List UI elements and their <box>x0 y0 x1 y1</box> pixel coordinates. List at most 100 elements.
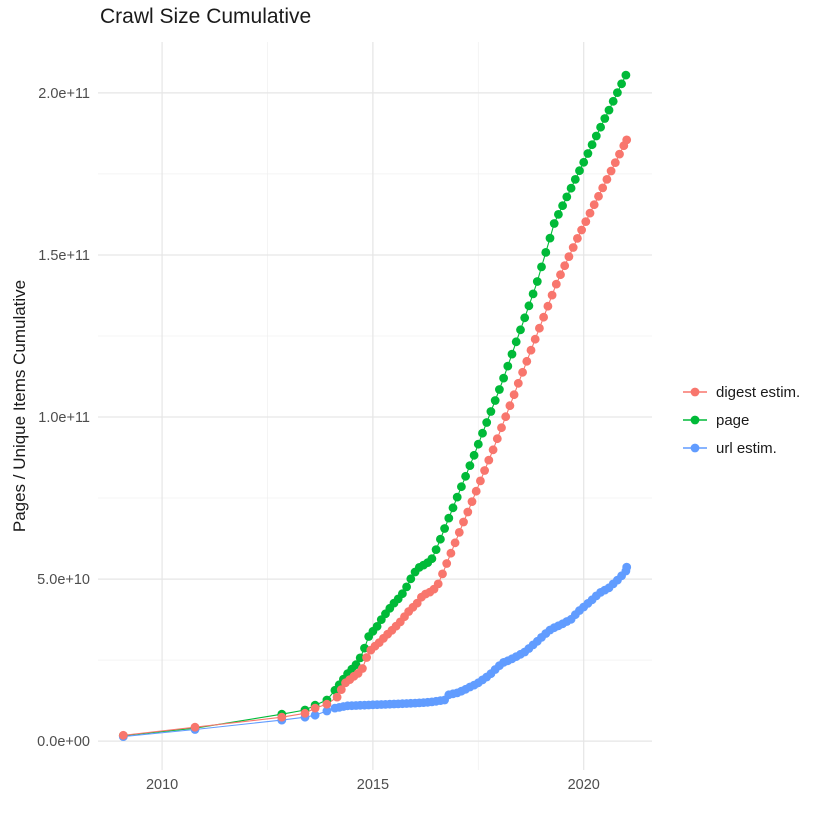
data-point-page <box>575 166 584 176</box>
data-point-digest-estim <box>501 412 511 422</box>
data-point-digest-estim <box>442 559 452 568</box>
data-point-page <box>452 492 462 502</box>
legend-item-digest-estim: digest estim. <box>683 384 800 401</box>
data-point-page <box>570 175 580 184</box>
legend-label: digest estim. <box>716 384 800 401</box>
data-point-page <box>482 418 492 427</box>
y-axis-labels: 0.0e+00 5.0e+10 1.0e+11 1.5e+11 2.0e+11 <box>37 86 90 750</box>
data-point-page <box>558 201 567 211</box>
y-tick-label: 5.0e+10 <box>37 572 90 588</box>
data-point-page <box>372 622 382 631</box>
data-point-page <box>566 183 576 193</box>
data-point-digest-estim <box>277 712 287 722</box>
legend-label: page <box>716 412 749 429</box>
data-point-page <box>613 88 622 97</box>
data-point-digest-estim <box>551 279 561 289</box>
data-point-digest-estim <box>497 423 506 433</box>
data-point-page <box>486 407 496 416</box>
data-point-page <box>549 219 559 228</box>
data-point-digest-estim <box>488 445 498 455</box>
data-point-digest-estim <box>622 135 632 145</box>
data-point-page <box>473 439 483 449</box>
data-point-page <box>591 131 601 141</box>
data-point-digest-estim <box>459 517 468 527</box>
data-point-page <box>444 513 454 523</box>
data-point-digest-estim <box>598 183 608 193</box>
data-point-digest-estim <box>594 191 603 201</box>
data-point-digest-estim <box>190 722 200 732</box>
data-point-digest-estim <box>535 323 544 333</box>
data-point-page <box>351 660 361 670</box>
chart-title: Crawl Size Cumulative <box>100 5 312 28</box>
legend-key-dot <box>690 443 700 453</box>
legend-key-dot <box>690 387 700 397</box>
data-point-page <box>583 149 593 158</box>
data-point-url-estim <box>322 706 332 716</box>
data-point-digest-estim <box>358 664 367 673</box>
data-point-digest-estim <box>480 466 489 475</box>
data-point-page <box>448 503 458 513</box>
data-point-digest-estim <box>556 270 565 280</box>
data-point-page <box>507 349 517 359</box>
data-point-digest-estim <box>332 692 342 702</box>
series-points-digest-estim <box>118 135 632 740</box>
data-point-digest-estim <box>560 261 570 271</box>
legend-label: url estim. <box>716 440 777 457</box>
legend-item-url-estim: url estim. <box>683 440 777 457</box>
series-line-page <box>123 74 627 737</box>
data-point-page <box>604 105 614 115</box>
series-line-digest-estim <box>123 139 628 736</box>
data-point-page <box>587 140 597 150</box>
legend-key-dot <box>690 415 700 425</box>
y-tick-label: 1.5e+11 <box>38 248 90 264</box>
data-point-page <box>537 262 546 272</box>
data-point-digest-estim <box>433 579 443 589</box>
data-point-digest-estim <box>568 243 578 252</box>
data-point-digest-estim <box>471 486 481 496</box>
data-point-digest-estim <box>539 312 548 322</box>
data-point-page <box>532 277 542 286</box>
data-point-page <box>621 70 631 80</box>
data-point-page <box>545 233 555 243</box>
data-point-digest-estim <box>564 252 574 261</box>
data-point-page <box>503 361 513 371</box>
y-tick-label: 0.0e+00 <box>37 734 90 750</box>
data-point-page <box>461 471 470 481</box>
data-point-digest-estim <box>322 699 332 709</box>
data-point-digest-estim <box>518 367 527 377</box>
gridlines-major <box>98 42 652 770</box>
data-point-digest-estim <box>484 455 494 465</box>
data-point-digest-estim <box>585 208 595 218</box>
data-point-page <box>516 325 525 335</box>
data-point-digest-estim <box>300 708 310 718</box>
data-point-url-estim <box>310 710 320 720</box>
data-point-digest-estim <box>476 476 485 486</box>
data-point-page <box>402 582 411 592</box>
data-point-digest-estim <box>543 301 553 311</box>
data-point-page <box>495 385 504 394</box>
data-point-page <box>406 574 416 584</box>
data-point-page <box>465 461 475 470</box>
data-point-digest-estim <box>577 225 586 235</box>
data-point-digest-estim <box>362 653 371 662</box>
data-point-digest-estim <box>530 334 540 344</box>
data-point-digest-estim <box>492 434 502 444</box>
y-tick-label: 2.0e+11 <box>38 86 90 102</box>
data-point-page <box>520 313 530 323</box>
data-point-page <box>457 482 466 492</box>
y-tick-label: 1.0e+11 <box>38 410 90 426</box>
data-point-page <box>431 545 441 554</box>
gridlines-minor <box>98 42 652 770</box>
data-point-page <box>427 554 437 564</box>
x-tick-label: 2020 <box>568 777 600 793</box>
data-point-page <box>355 653 365 663</box>
data-point-digest-estim <box>526 345 536 355</box>
data-point-digest-estim <box>310 703 320 713</box>
series-points-page <box>118 70 631 740</box>
data-point-page <box>541 248 551 257</box>
data-point-page <box>499 373 508 383</box>
data-point-page <box>596 122 605 132</box>
data-point-digest-estim <box>467 497 477 506</box>
